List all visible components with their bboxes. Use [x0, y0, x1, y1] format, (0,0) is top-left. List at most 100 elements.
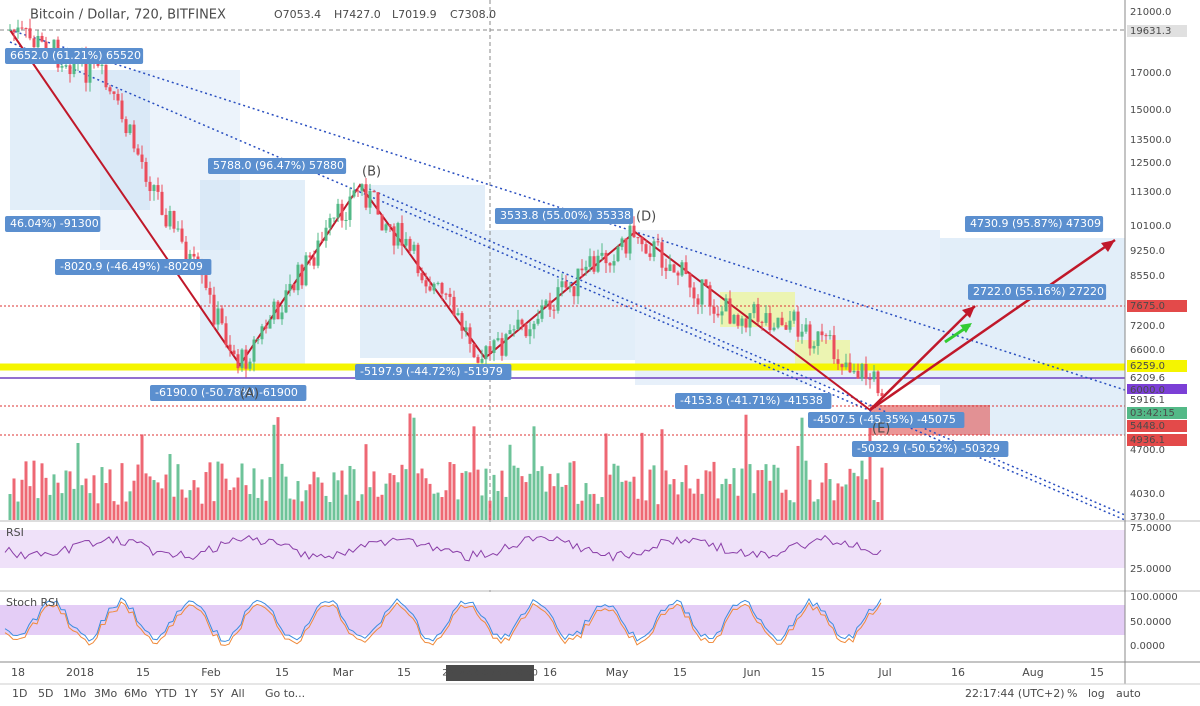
candle-body	[64, 65, 68, 67]
candle-body	[16, 27, 20, 33]
volume-bar	[688, 488, 692, 520]
price-tag	[1127, 394, 1187, 406]
auto-toggle[interactable]: auto	[1116, 687, 1141, 700]
goto-button[interactable]: Go to...	[265, 687, 305, 700]
candle-body	[508, 330, 512, 335]
volume-bar	[296, 481, 300, 520]
range-button[interactable]: 1Mo	[63, 687, 86, 700]
measure-label-bg	[675, 393, 832, 409]
candle-body	[836, 359, 840, 364]
candle-body	[8, 29, 12, 31]
volume-bar	[496, 491, 500, 520]
log-toggle[interactable]: log	[1088, 687, 1105, 700]
range-button[interactable]: 5D	[38, 687, 53, 700]
candle-body	[648, 253, 652, 257]
candle-body	[152, 185, 156, 192]
volume-bar	[108, 469, 112, 520]
volume-bar	[352, 469, 356, 520]
volume-bar	[816, 499, 820, 520]
candle-body	[264, 326, 268, 329]
volume-bar	[288, 498, 292, 520]
measure-label-bg	[150, 385, 307, 401]
candle-body	[564, 281, 568, 288]
candle-body	[540, 305, 544, 319]
volume-bar	[444, 490, 448, 520]
volume-bar	[308, 484, 312, 520]
candle-body	[360, 184, 364, 191]
price-label: 19631.3	[1130, 26, 1171, 37]
range-button[interactable]: All	[231, 687, 245, 700]
volume-bar	[468, 472, 472, 520]
percent-toggle[interactable]: %	[1067, 687, 1077, 700]
candle-body	[832, 335, 836, 360]
measure-label: 2722.0 (55.16%) 27220	[973, 285, 1104, 298]
volume-bar	[704, 470, 708, 520]
candle-body	[448, 293, 452, 297]
volume-bar	[300, 501, 304, 520]
candle-body	[616, 246, 620, 262]
volume-bar	[536, 471, 540, 520]
volume-bar	[416, 473, 420, 520]
volume-bar	[228, 489, 232, 520]
volume-bar	[36, 498, 40, 520]
stoch-k	[4, 597, 882, 642]
time-label: 15	[673, 666, 687, 679]
candle-body	[252, 339, 256, 362]
range-button[interactable]: YTD	[154, 687, 177, 700]
candle-body	[36, 35, 40, 48]
time-label: 2018	[66, 666, 94, 679]
candle-body	[644, 244, 648, 254]
volume-bar	[624, 480, 628, 520]
candle-body	[156, 185, 160, 192]
arrow-head	[960, 323, 972, 333]
volume-bar	[96, 503, 100, 520]
price-tag	[1127, 384, 1187, 396]
range-button[interactable]: 3Mo	[94, 687, 117, 700]
candle-body	[12, 29, 16, 33]
range-button[interactable]: 5Y	[210, 687, 224, 700]
volume-bar	[696, 478, 700, 520]
volume-bar	[556, 473, 560, 520]
candle-body	[280, 312, 284, 320]
volume-bar	[404, 469, 408, 520]
time-label: 16	[951, 666, 965, 679]
volume-bar	[564, 484, 568, 520]
volume-bar	[464, 471, 468, 520]
candle-body	[704, 279, 708, 286]
candle-body	[528, 329, 532, 337]
volume-bar	[664, 470, 668, 520]
arrow-head	[1101, 240, 1115, 252]
candle-body	[316, 240, 320, 266]
volume-bar	[876, 502, 880, 520]
price-label: 7200.0	[1130, 321, 1165, 332]
volume-bar	[340, 470, 344, 520]
volume-bar	[740, 468, 744, 520]
range-button[interactable]: 6Mo	[124, 687, 147, 700]
rsi-axis-label: 75.0000	[1130, 523, 1171, 534]
volume-bar	[344, 494, 348, 520]
volume-bar	[336, 480, 340, 520]
volume-bar	[872, 500, 876, 520]
candle-body	[752, 304, 756, 314]
volume-bar	[580, 500, 584, 520]
candle-body	[28, 28, 32, 39]
candle-body	[396, 223, 400, 246]
volume-bar	[324, 495, 328, 520]
volume-bar	[432, 493, 436, 520]
candle-body	[660, 242, 664, 268]
candle-body	[412, 244, 416, 251]
price-label: 5448.0	[1130, 421, 1165, 432]
candle-body	[124, 119, 128, 134]
volume-bar	[832, 500, 836, 520]
volume-bar	[92, 475, 96, 520]
range-button[interactable]: 1Y	[184, 687, 198, 700]
price-label: 6600.0	[1130, 345, 1165, 356]
range-button[interactable]: 1D	[12, 687, 27, 700]
symbol[interactable]: Bitcoin / Dollar, 720, BITFINEX	[30, 8, 226, 23]
candle-body	[764, 313, 768, 323]
volume-bar	[692, 493, 696, 520]
volume-bar	[576, 503, 580, 520]
candle-body	[356, 190, 360, 192]
volume-bar	[24, 461, 28, 520]
candle-body	[420, 273, 424, 281]
